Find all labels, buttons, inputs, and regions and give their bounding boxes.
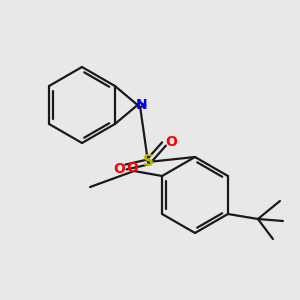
Text: O: O [113,162,125,176]
Text: N: N [135,98,147,112]
Text: S: S [142,154,154,169]
Text: O: O [165,135,177,149]
Text: O: O [126,161,138,175]
